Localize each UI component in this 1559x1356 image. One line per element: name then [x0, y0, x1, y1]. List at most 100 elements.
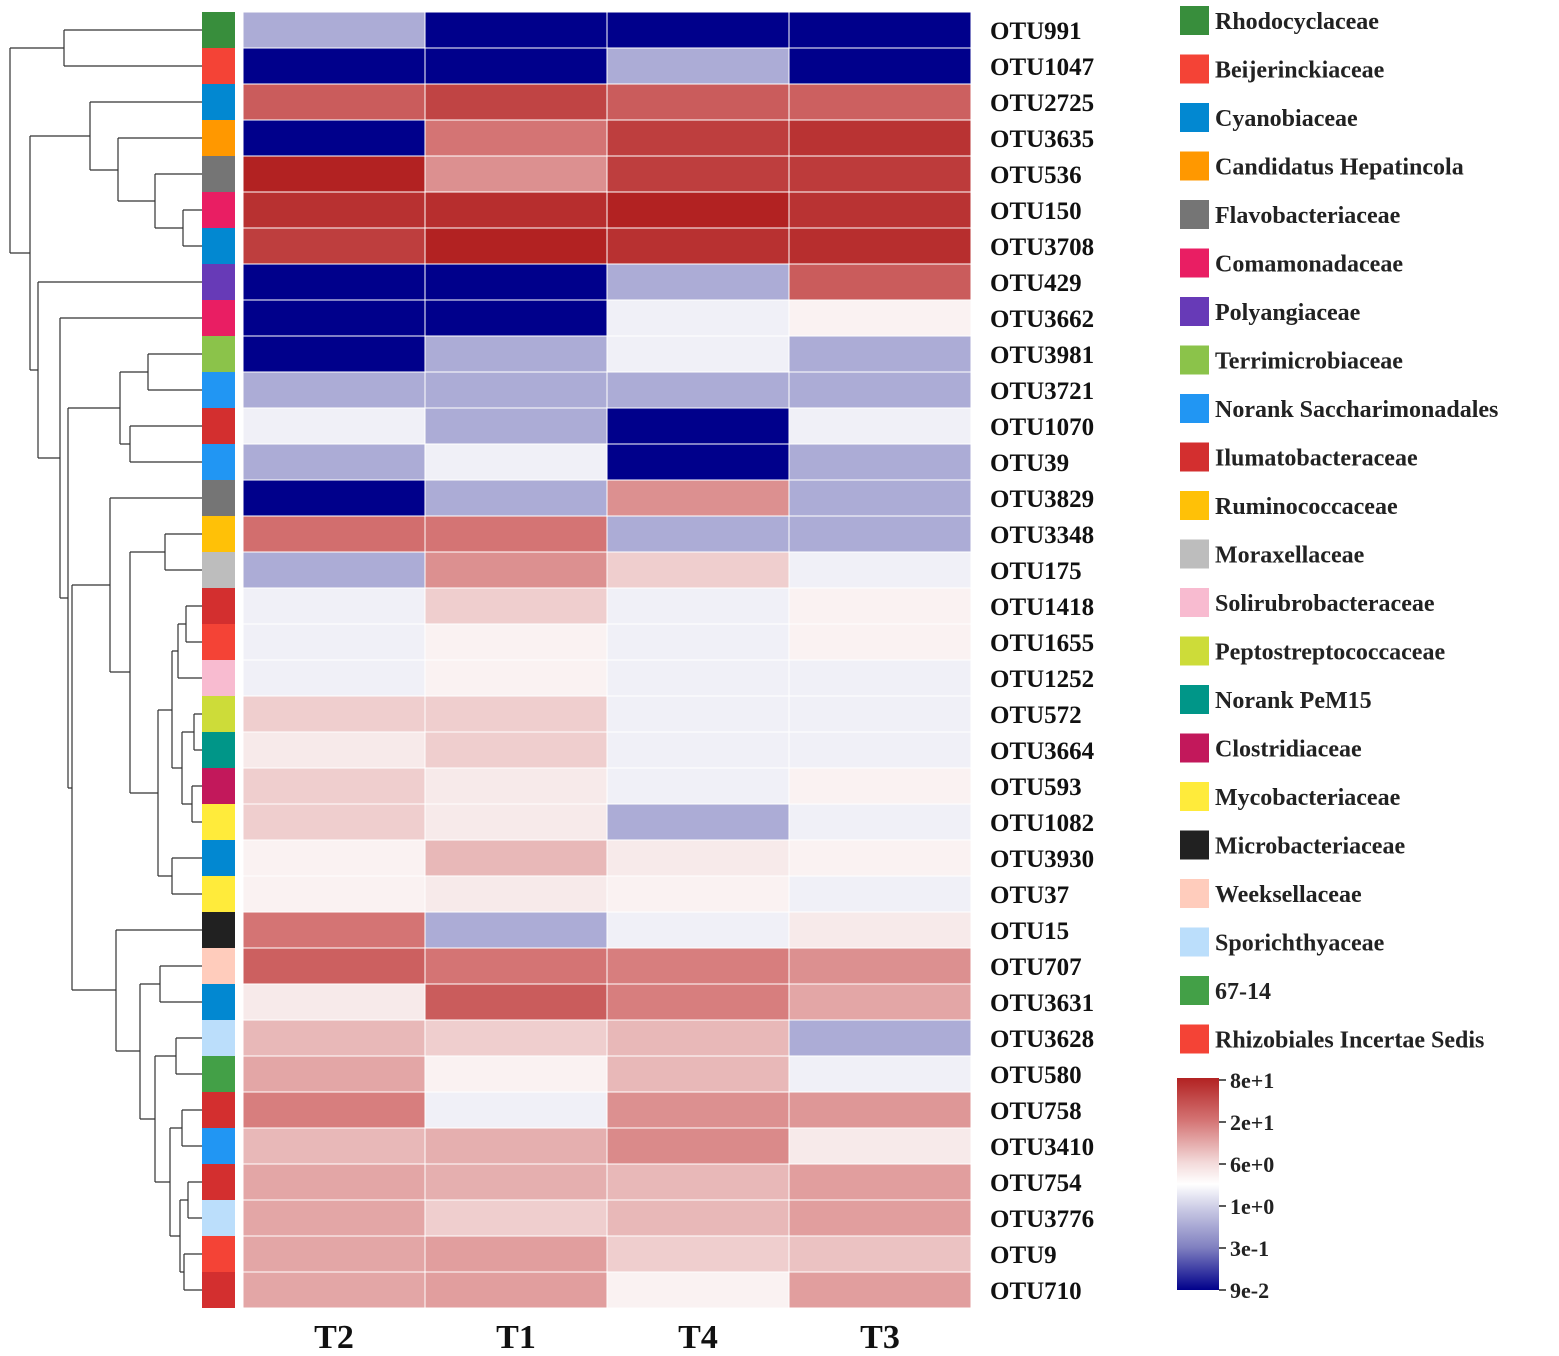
heatmap-cell	[242, 1019, 426, 1057]
row-label: OTU3631	[990, 990, 1094, 1017]
heatmap-cell	[788, 587, 972, 625]
family-swatch	[202, 624, 235, 660]
heatmap-cell	[788, 47, 972, 85]
legend-label: Weeksellaceae	[1215, 882, 1362, 908]
row-label: OTU758	[990, 1098, 1082, 1125]
heatmap-cell	[788, 623, 972, 661]
legend-swatch	[1180, 394, 1209, 423]
heatmap-cell	[606, 263, 790, 301]
heatmap-cell	[424, 119, 608, 157]
heatmap-cell	[242, 479, 426, 517]
heatmap-cell	[606, 803, 790, 841]
heatmap-cell	[606, 479, 790, 517]
heatmap-cell	[788, 335, 972, 373]
heatmap-cell	[242, 1163, 426, 1201]
legend-swatch	[1180, 442, 1209, 472]
heatmap-cell	[606, 119, 790, 157]
legend-swatch	[1180, 927, 1209, 957]
legend-swatch	[1180, 685, 1209, 714]
legend-swatch	[1180, 6, 1209, 35]
legend-swatch	[1180, 1024, 1209, 1054]
heatmap-cell	[606, 1199, 790, 1237]
row-label: OTU15	[990, 918, 1069, 945]
family-swatch	[202, 660, 235, 696]
family-swatch	[202, 912, 235, 948]
family-swatch	[202, 156, 235, 192]
column-label: T2	[314, 1319, 354, 1356]
heatmap-cell	[788, 371, 972, 409]
legend-label: Rhodocyclaceae	[1215, 9, 1379, 35]
legend-swatch	[1180, 539, 1209, 569]
family-color-strip	[202, 12, 235, 1308]
family-swatch	[202, 948, 235, 984]
heatmap-cell	[242, 1271, 426, 1309]
legend-swatch	[1180, 636, 1209, 666]
heatmap-cell	[788, 191, 972, 229]
heatmap-cell	[424, 407, 608, 445]
legend-label: Peptostreptococcaceae	[1215, 640, 1445, 666]
heatmap-cell	[242, 803, 426, 841]
legend-swatch	[1180, 200, 1209, 229]
heatmap-cell	[788, 119, 972, 157]
row-label: OTU1070	[990, 414, 1094, 441]
color-scale-bar	[1177, 1078, 1219, 1290]
heatmap-cell	[788, 1019, 972, 1057]
row-label: OTU3981	[990, 342, 1094, 369]
legend-label: Ilumatobacteraceae	[1215, 446, 1418, 472]
heatmap-cell	[424, 155, 608, 193]
heatmap-cell	[242, 659, 426, 697]
heatmap-cell	[424, 299, 608, 337]
heatmap-cell	[788, 767, 972, 805]
legend-swatch	[1180, 151, 1209, 181]
heatmap-cell	[788, 839, 972, 877]
legend-label: Solirubrobacteraceae	[1215, 591, 1435, 617]
row-label: OTU710	[990, 1278, 1082, 1305]
heatmap-cell	[788, 875, 972, 913]
heatmap-cell	[606, 947, 790, 985]
legend-label: Beijerinckiaceae	[1215, 58, 1385, 84]
heatmap-cell	[424, 1163, 608, 1201]
row-label: OTU37	[990, 882, 1069, 909]
family-swatch	[202, 12, 235, 48]
heatmap-cell	[242, 371, 426, 409]
heatmap-cell	[606, 1019, 790, 1057]
heatmap-cell	[242, 911, 426, 949]
legend-label: Clostridiaceae	[1215, 737, 1362, 763]
heatmap-cell	[606, 1091, 790, 1129]
heatmap-cell	[242, 11, 426, 49]
heatmap-cell	[606, 1163, 790, 1201]
row-label: OTU39	[990, 450, 1069, 477]
legend-label: Sporichthyaceae	[1215, 931, 1385, 957]
row-label: OTU3348	[990, 522, 1094, 549]
family-swatch	[202, 516, 235, 552]
row-label: OTU3628	[990, 1026, 1094, 1053]
row-label: OTU1655	[990, 630, 1094, 657]
heatmap-cell	[242, 515, 426, 553]
legend-swatch	[1180, 782, 1209, 811]
legend-label: Rhizobiales Incertae Sedis	[1215, 1028, 1484, 1054]
heatmap-cell	[606, 407, 790, 445]
heatmap-cell	[424, 623, 608, 661]
row-label: OTU1418	[990, 594, 1094, 621]
heatmap-cell	[606, 875, 790, 913]
heatmap-cell	[424, 371, 608, 409]
row-label: OTU3930	[990, 846, 1094, 873]
heatmap-cell	[788, 1091, 972, 1129]
heatmap-cell	[788, 83, 972, 121]
legend-label: Candidatus Hepatincola	[1215, 155, 1464, 181]
heatmap-cell	[242, 119, 426, 157]
column-label: T3	[860, 1319, 900, 1356]
heatmap-cell	[788, 1199, 972, 1237]
row-label: OTU3708	[990, 234, 1094, 261]
row-label: OTU150	[990, 198, 1082, 225]
heatmap-cell	[606, 191, 790, 229]
legend-label: Microbacteriaceae	[1215, 834, 1405, 860]
heatmap-cell	[424, 1019, 608, 1057]
family-swatch	[202, 264, 235, 300]
heatmap-cell	[788, 551, 972, 589]
heatmap-cell	[424, 1271, 608, 1309]
family-swatch	[202, 696, 235, 732]
heatmap-cell	[424, 731, 608, 769]
legend-swatch	[1180, 103, 1209, 132]
heatmap-cell	[242, 83, 426, 121]
